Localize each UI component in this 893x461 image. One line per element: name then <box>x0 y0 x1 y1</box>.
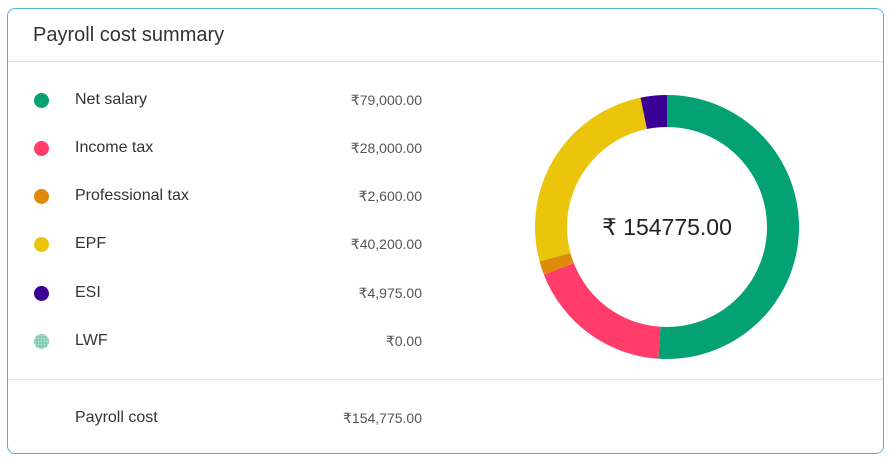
legend-item-esi: ESI ₹4,975.00 <box>8 269 438 317</box>
donut-segment-net-salary[interactable] <box>658 95 799 359</box>
donut-segment-epf[interactable] <box>535 97 647 262</box>
card-title: Payroll cost summary <box>33 23 225 46</box>
legend-item-epf: EPF ₹40,200.00 <box>8 220 438 268</box>
legend-item-professional-tax: Professional tax ₹2,600.00 <box>8 172 438 220</box>
donut-segment-income-tax[interactable] <box>543 263 661 359</box>
legend-label: ESI <box>75 284 101 301</box>
legend-value: ₹4,975.00 <box>358 284 422 301</box>
esi-dot-icon <box>34 285 49 301</box>
lwf-dot-icon <box>34 333 49 349</box>
legend-label: Net salary <box>75 91 148 108</box>
legend-item-income-tax: Income tax ₹28,000.00 <box>8 124 438 172</box>
legend-value: ₹2,600.00 <box>358 187 422 204</box>
legend-value: ₹40,200.00 <box>350 235 422 252</box>
legend-label: Professional tax <box>75 187 189 204</box>
legend-item-lwf: LWF ₹0.00 <box>8 317 438 365</box>
professional-tax-dot-icon <box>34 188 49 204</box>
payroll-cost-label: Payroll cost <box>75 409 158 426</box>
income-tax-dot-icon <box>34 140 49 156</box>
payroll-cost-summary-card: Payroll cost summary Net salary ₹79,000.… <box>7 8 884 454</box>
payroll-cost-value: ₹154,775.00 <box>343 410 422 426</box>
card-header: Payroll cost summary <box>8 9 883 62</box>
legend-value: ₹28,000.00 <box>350 139 422 156</box>
legend-item-net-salary: Net salary ₹79,000.00 <box>8 76 438 124</box>
legend-label: LWF <box>75 332 108 349</box>
net-salary-dot-icon <box>34 92 49 108</box>
legend-label: Income tax <box>75 139 154 156</box>
payroll-donut-chart <box>535 95 799 359</box>
epf-dot-icon <box>34 236 49 252</box>
legend-label: EPF <box>75 235 107 252</box>
donut-segment-esi[interactable] <box>640 95 667 130</box>
donut-segment-professional-tax[interactable] <box>539 253 574 275</box>
legend-value: ₹79,000.00 <box>350 91 422 108</box>
payroll-cost-total-row: Payroll cost ₹154,775.00 <box>8 379 883 454</box>
legend-value: ₹0.00 <box>385 332 422 349</box>
